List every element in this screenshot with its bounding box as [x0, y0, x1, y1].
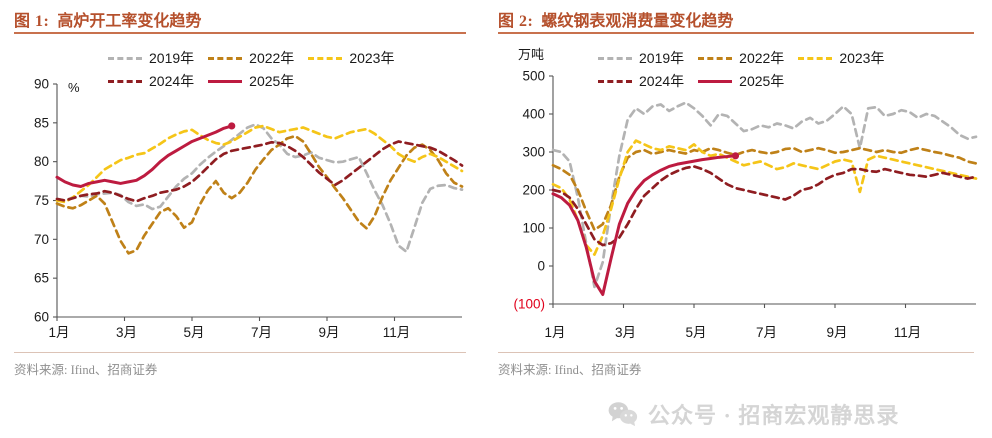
figure-1-title-row: 图 1: 高炉开工率变化趋势 — [14, 8, 201, 30]
y-tick-label: 0 — [537, 259, 545, 274]
y-tick-label: 100 — [522, 221, 545, 236]
x-tick-label: 7月 — [756, 325, 777, 340]
y-tick-label: 300 — [522, 145, 545, 160]
x-tick-label: 3月 — [615, 325, 636, 340]
figure-panel-1: 图 1: 高炉开工率变化趋势 2019年 2022年 2023年 2024年 — [0, 0, 484, 438]
legend-item-2023[interactable]: 2023年 — [308, 48, 394, 68]
figure-1-footer-divider — [14, 352, 466, 353]
legend-label-2019: 2019年 — [149, 50, 195, 66]
x-tick-label: 9月 — [826, 325, 847, 340]
figure-2-title: 螺纹钢表观消费量变化趋势 — [541, 13, 734, 30]
figure-1-y-unit: % — [68, 80, 80, 95]
y-tick-label: 400 — [522, 107, 545, 122]
series-line-2023年 — [551, 139, 978, 256]
y-tick-label: 200 — [522, 183, 545, 198]
legend-item-2025[interactable]: 2025年 — [208, 71, 294, 91]
legend-label-2022: 2022年 — [249, 50, 295, 66]
x-tick-label: 3月 — [116, 325, 137, 340]
legend-swatch-2025 — [208, 79, 243, 83]
figure-panel-2: 图 2: 螺纹钢表观消费量变化趋势 2019年 2022年 2023年 2024… — [484, 0, 992, 438]
x-tick-label: 9月 — [318, 325, 339, 340]
y-tick-label: (100) — [513, 297, 545, 312]
legend-item-2019[interactable]: 2019年 — [108, 48, 194, 68]
x-tick-label: 11月 — [894, 325, 922, 340]
y-tick-label: 75 — [34, 193, 49, 208]
legend-item-2023[interactable]: 2023年 — [798, 48, 884, 68]
legend-item-2022[interactable]: 2022年 — [698, 48, 784, 68]
legend-item-2024[interactable]: 2024年 — [598, 71, 684, 91]
figure-1-legend: 2019年 2022年 2023年 2024年 2025年 — [108, 48, 438, 91]
figure-1-badge: 图 1: — [14, 13, 50, 30]
series-line-2022年 — [551, 146, 978, 232]
y-tick-label: 65 — [34, 271, 49, 286]
series-line-2024年 — [551, 165, 978, 247]
figure-2-legend: 2019年 2022年 2023年 2024年 2025年 — [598, 48, 950, 91]
x-tick-label: 1月 — [48, 325, 69, 340]
legend-swatch-2023 — [798, 56, 833, 60]
figure-2-footer-divider — [498, 352, 974, 353]
legend-swatch-2022 — [208, 56, 243, 60]
figure-2-badge: 图 2: — [498, 13, 534, 30]
legend-label-2024: 2024年 — [639, 73, 685, 89]
legend-label-2025: 2025年 — [739, 73, 785, 89]
legend-swatch-2025 — [698, 79, 733, 83]
watermark: 公众号 · 招商宏观静思录 — [608, 398, 899, 430]
figure-2-title-row: 图 2: 螺纹钢表观消费量变化趋势 — [498, 8, 733, 30]
x-tick-label: 7月 — [251, 325, 272, 340]
series-line-2025年 — [55, 124, 234, 189]
legend-label-2023: 2023年 — [349, 50, 395, 66]
figure-1-source: 资料来源: Ifind、招商证券 — [14, 363, 158, 377]
legend-item-2025[interactable]: 2025年 — [698, 71, 784, 91]
series-line-2022年 — [55, 134, 464, 255]
legend-label-2024: 2024年 — [149, 73, 195, 89]
legend-swatch-2024 — [108, 79, 142, 83]
x-tick-label: 1月 — [544, 325, 565, 340]
y-tick-label: 85 — [34, 115, 49, 130]
figure-2-title-divider — [498, 32, 974, 34]
figure-2-plot: (100) 0 100 200 300 400 500 1月 3月 5月 7月 9月 11月 — [513, 69, 978, 340]
series-line-2019年 — [551, 101, 978, 289]
figure-1-title-divider — [14, 32, 466, 34]
legend-item-2024[interactable]: 2024年 — [108, 71, 194, 91]
y-tick-label: 70 — [34, 232, 49, 247]
y-tick-label: 80 — [34, 154, 49, 169]
x-tick-label: 5月 — [685, 325, 706, 340]
series-line-2023年 — [55, 124, 464, 204]
watermark-text: 公众号 · 招商宏观静思录 — [648, 403, 900, 428]
legend-item-2019[interactable]: 2019年 — [598, 48, 684, 68]
series-line-2024年 — [55, 140, 464, 203]
legend-label-2023: 2023年 — [839, 50, 885, 66]
legend-label-2022: 2022年 — [739, 50, 785, 66]
y-tick-label: 500 — [522, 69, 545, 84]
series-line-2025年 — [551, 154, 737, 296]
figure-2-source: 资料来源: Ifind、招商证券 — [498, 363, 642, 377]
series-end-marker — [731, 152, 740, 160]
y-tick-label: 60 — [34, 310, 49, 325]
legend-swatch-2023 — [308, 56, 343, 60]
legend-swatch-2024 — [598, 79, 632, 83]
legend-swatch-2022 — [698, 56, 733, 60]
figure-1-title: 高炉开工率变化趋势 — [57, 13, 202, 30]
legend-swatch-2019 — [108, 56, 142, 60]
series-end-marker — [228, 122, 236, 130]
x-tick-label: 11月 — [383, 325, 411, 340]
legend-label-2025: 2025年 — [249, 73, 295, 89]
x-tick-label: 5月 — [183, 325, 204, 340]
legend-label-2019: 2019年 — [639, 50, 685, 66]
legend-item-2022[interactable]: 2022年 — [208, 48, 294, 68]
figure-1-plot: 60 65 70 75 80 85 90 1月 3月 5月 7月 9月 11月 — [34, 77, 464, 340]
legend-swatch-2019 — [598, 56, 632, 60]
wechat-icon — [608, 402, 638, 427]
figure-2-y-unit: 万吨 — [518, 47, 545, 62]
y-tick-label: 90 — [34, 77, 49, 92]
